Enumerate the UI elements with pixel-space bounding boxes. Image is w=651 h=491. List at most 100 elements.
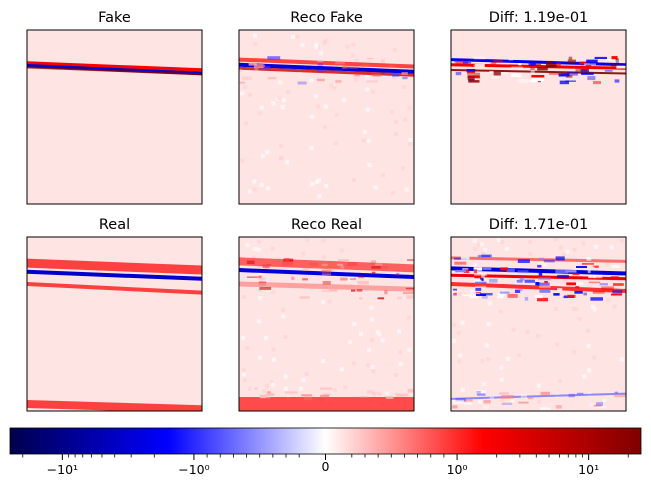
heatmap-cell	[346, 277, 351, 282]
heatmap-cell	[241, 368, 246, 373]
heatmap-cell	[572, 247, 577, 252]
heatmap-band	[451, 281, 626, 293]
heatmap-cell	[397, 329, 402, 334]
heatmap-cell	[322, 125, 327, 130]
heatmap-cell	[576, 392, 584, 395]
colorbar-tick-label: 0	[322, 459, 330, 474]
heatmap-cell	[462, 294, 475, 297]
heatmap-panel-real: Real	[26, 217, 203, 412]
heatmap-cell	[616, 65, 626, 69]
heatmap-cell	[599, 283, 608, 286]
heatmap-cell	[385, 395, 394, 399]
heatmap-cell	[283, 374, 288, 379]
heatmap-cell	[303, 396, 313, 401]
heatmap-cell	[572, 282, 583, 286]
heatmap-cell	[377, 297, 385, 300]
heatmap-cell	[370, 74, 382, 76]
heatmap-cell	[583, 292, 587, 296]
heatmap-cell	[301, 378, 306, 383]
heatmap-cell	[473, 267, 483, 271]
heatmap-cell	[252, 187, 257, 192]
heatmap-cell	[462, 268, 469, 271]
heatmap-cell	[611, 64, 622, 68]
heatmap-cell	[475, 287, 482, 291]
heatmap-cell	[555, 269, 568, 274]
heatmap-cell	[394, 131, 399, 136]
heatmap-cell	[474, 279, 482, 284]
heatmap-cell	[544, 281, 548, 283]
heatmap-cell	[536, 334, 541, 339]
heatmap-cell	[317, 60, 324, 63]
heatmap-cell	[549, 65, 558, 68]
heatmap-cell	[473, 56, 486, 60]
heatmap-cell	[350, 53, 355, 58]
heatmap-cell	[309, 145, 314, 150]
heatmap-cell	[461, 399, 473, 402]
heatmap-cell	[556, 62, 561, 66]
heatmap-cell	[300, 43, 305, 48]
panel-title: Real	[99, 217, 130, 233]
heatmap-cell	[582, 263, 595, 265]
heatmap-cell	[278, 155, 283, 160]
heatmap-cell	[546, 60, 553, 65]
heatmap-cell	[267, 391, 271, 394]
heatmap-cell	[366, 390, 374, 394]
heatmap-cell	[339, 248, 344, 253]
panel-grid: Fake Reco Fake Diff: 1.19e-01 Real Reco Real…	[26, 10, 627, 412]
heatmap-cell	[542, 262, 547, 267]
heatmap-cell	[528, 80, 533, 82]
heatmap-cell	[408, 138, 413, 142]
heatmap-cell	[329, 288, 338, 292]
heatmap-cell	[473, 263, 478, 267]
heatmap-cell	[536, 383, 541, 388]
heatmap-cell	[351, 43, 356, 47]
heatmap-cell	[258, 296, 263, 301]
heatmap-cell	[403, 117, 408, 122]
heatmap-cell	[481, 251, 486, 256]
heatmap-cell	[377, 265, 388, 269]
heatmap-cell	[239, 81, 246, 84]
heatmap-cell	[454, 257, 467, 260]
heatmap-cell	[614, 394, 626, 398]
heatmap-cell	[458, 292, 463, 297]
heatmap-cell	[279, 144, 284, 149]
heatmap-cell	[486, 322, 491, 327]
heatmap-cell	[568, 56, 573, 60]
heatmap-cell	[358, 275, 365, 279]
heatmap-cell	[576, 266, 587, 268]
heatmap-cell	[358, 332, 363, 337]
heatmap-cell	[295, 34, 300, 39]
heatmap-cell	[247, 276, 258, 278]
heatmap-cell	[380, 338, 385, 343]
heatmap-cell	[567, 294, 576, 298]
colorbar-tick-label: 10⁰	[447, 462, 468, 477]
heatmap-band	[27, 66, 202, 76]
heatmap-cell	[354, 58, 359, 63]
heatmap-cell	[565, 249, 570, 254]
heatmap-cell	[271, 357, 276, 362]
heatmap-cell	[590, 297, 603, 301]
heatmap-cell	[558, 245, 563, 250]
heatmap-cell	[481, 274, 485, 279]
heatmap-cell	[365, 75, 370, 80]
heatmap-cell	[506, 356, 511, 361]
heatmap-cell	[345, 65, 359, 69]
heatmap-cell	[517, 353, 521, 358]
heatmap-image	[451, 237, 626, 411]
heatmap-cell	[487, 301, 492, 306]
heatmap-cell	[489, 70, 494, 73]
heatmap-cell	[517, 259, 530, 263]
heatmap-cell	[259, 283, 272, 286]
heatmap-cell	[259, 395, 266, 398]
heatmap-cell	[264, 335, 269, 340]
heatmap-cell	[254, 387, 258, 390]
heatmap-cell	[479, 293, 493, 296]
heatmap-cell	[258, 277, 267, 281]
heatmap-cell	[309, 78, 314, 83]
heatmap-cell	[572, 350, 577, 355]
heatmap-cell	[581, 72, 594, 75]
heatmap-cell	[613, 283, 624, 286]
heatmap-cell	[291, 276, 295, 280]
heatmap-cell	[322, 281, 331, 285]
heatmap-cell	[472, 246, 477, 251]
